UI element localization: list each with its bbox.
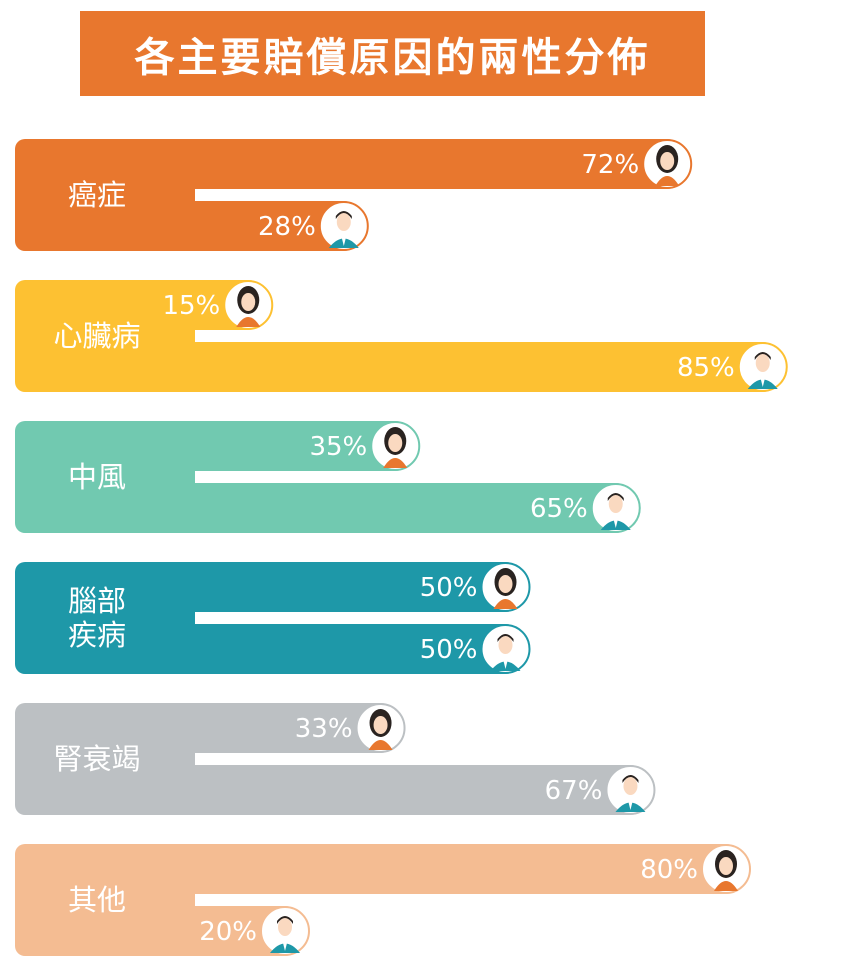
icon-shirt	[714, 881, 738, 891]
icon-shirt	[383, 458, 408, 468]
icon-hair	[497, 634, 514, 642]
icon-shirt	[655, 176, 680, 186]
icon-hair	[277, 916, 293, 924]
category-group: 心臟病 15% 85%	[15, 280, 854, 392]
bar-male	[175, 201, 368, 251]
data-label: 50%	[420, 635, 478, 665]
male-icon	[605, 765, 656, 815]
chart-title: 各主要賠償原因的兩性分佈	[134, 34, 651, 81]
icon-face	[755, 354, 770, 372]
icon-shirt	[368, 740, 393, 750]
bar-male	[175, 765, 655, 815]
category-label: 中風	[68, 460, 126, 494]
icon-face	[498, 636, 513, 654]
bar-male	[175, 624, 530, 674]
bar-female	[175, 139, 692, 189]
category-group: 癌症 72% 28%	[15, 139, 854, 251]
icon-hair	[622, 775, 639, 783]
data-label: 35%	[309, 432, 367, 462]
icon-face	[660, 152, 675, 170]
icon-face	[241, 293, 256, 311]
female-icon	[370, 421, 421, 471]
category-block	[15, 421, 195, 533]
female-icon	[480, 562, 531, 612]
icon-collar	[282, 939, 288, 951]
category-label: 其他	[68, 883, 126, 917]
bar-separator	[175, 753, 854, 763]
icon-collar	[759, 375, 766, 387]
category-block	[15, 562, 195, 674]
data-label: 85%	[677, 353, 735, 383]
bar-female	[175, 844, 750, 894]
icon-collar	[627, 798, 634, 810]
icon-collar	[612, 516, 619, 528]
category-group: 中風 35% 65%	[15, 421, 854, 533]
icon-collar	[502, 657, 509, 669]
category-block	[15, 280, 195, 392]
title-banner: 各主要賠償原因的兩性分佈	[80, 11, 705, 96]
icon-face	[608, 495, 623, 513]
icon-face	[336, 213, 351, 231]
data-label: 33%	[295, 714, 353, 744]
category-block	[15, 139, 195, 251]
bar-separator	[175, 189, 854, 199]
male-icon	[590, 483, 641, 533]
icon-hair	[754, 352, 771, 360]
bar-male	[175, 483, 640, 533]
category-label: 心臟病	[53, 319, 140, 353]
bar-separator	[175, 894, 854, 904]
icon-face	[278, 918, 292, 936]
category-label: 癌症	[68, 178, 126, 212]
data-label: 67%	[545, 776, 603, 806]
bar-female	[175, 562, 530, 612]
category-group: 腎衰竭 33% 67%	[15, 703, 854, 815]
bar-separator	[175, 612, 854, 622]
icon-collar	[340, 234, 347, 246]
male-icon	[737, 342, 788, 392]
male-icon	[260, 906, 310, 956]
icon-shirt	[493, 599, 518, 609]
female-icon	[642, 139, 693, 189]
female-icon	[223, 280, 274, 330]
icon-face	[719, 857, 733, 875]
category-label: 腦部	[68, 584, 126, 618]
data-label: 15%	[162, 291, 220, 321]
category-group: 其他 80% 20%	[15, 844, 854, 956]
data-label: 72%	[581, 150, 639, 180]
male-icon	[318, 201, 369, 251]
bar-female	[175, 421, 420, 471]
data-label: 28%	[258, 212, 316, 242]
bar-male	[175, 341, 787, 392]
bar-separator	[175, 471, 854, 481]
female-icon	[355, 703, 406, 753]
data-label: 80%	[640, 855, 698, 885]
icon-face	[623, 777, 638, 795]
data-label: 50%	[420, 573, 478, 603]
bar-separator	[175, 330, 854, 340]
bar-female	[175, 703, 405, 753]
icon-shirt	[236, 317, 261, 327]
icon-face	[498, 575, 513, 593]
female-icon	[701, 844, 751, 894]
category-block	[15, 844, 195, 956]
category-label: 疾病	[68, 618, 126, 652]
icon-hair	[607, 493, 624, 501]
category-block	[15, 703, 195, 815]
male-icon	[480, 624, 531, 674]
data-label: 20%	[199, 917, 257, 947]
icon-face	[388, 434, 403, 452]
icon-face	[373, 716, 388, 734]
category-label: 腎衰竭	[53, 742, 140, 776]
data-label: 65%	[530, 494, 588, 524]
icon-hair	[335, 211, 352, 219]
